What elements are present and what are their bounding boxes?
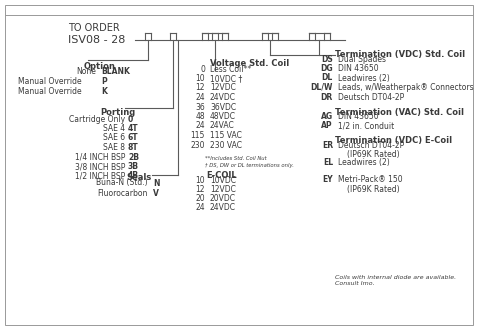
Text: 230: 230 (191, 141, 205, 149)
Text: 3B: 3B (128, 162, 139, 171)
Text: Porting: Porting (100, 108, 136, 117)
Text: Termination (VAC) Std. Coil: Termination (VAC) Std. Coil (335, 108, 464, 116)
Text: 12VDC: 12VDC (210, 185, 236, 194)
Text: DS: DS (321, 54, 333, 63)
Text: 230 VAC: 230 VAC (210, 141, 242, 149)
Text: 48: 48 (196, 112, 205, 121)
Text: Termination (VDC) E-Coil: Termination (VDC) E-Coil (335, 137, 452, 146)
Text: Deutsch DT04-2P: Deutsch DT04-2P (338, 141, 404, 150)
Text: N: N (153, 179, 160, 187)
Text: Voltage Std. Coil: Voltage Std. Coil (210, 59, 289, 68)
Text: Leads, w/Weatherpak® Connectors: Leads, w/Weatherpak® Connectors (338, 83, 474, 92)
Text: E-COIL: E-COIL (206, 172, 237, 181)
Text: AP: AP (321, 121, 333, 130)
Text: EL: EL (323, 158, 333, 167)
Text: Cartridge Only: Cartridge Only (69, 115, 125, 123)
Text: 24VDC: 24VDC (210, 203, 236, 212)
Text: 36VDC: 36VDC (210, 103, 236, 112)
Text: 48VDC: 48VDC (210, 112, 236, 121)
Text: SAE 6: SAE 6 (103, 134, 125, 143)
Text: Leadwires (2): Leadwires (2) (338, 74, 390, 82)
Text: Termination (VDC) Std. Coil: Termination (VDC) Std. Coil (335, 50, 465, 59)
Text: SAE 4: SAE 4 (103, 124, 125, 133)
Text: DR: DR (321, 92, 333, 102)
Text: 115 VAC: 115 VAC (210, 131, 242, 140)
Text: K: K (101, 86, 107, 95)
Text: 4B: 4B (128, 172, 139, 181)
Text: 24VAC: 24VAC (210, 121, 235, 130)
Text: 10VDC †: 10VDC † (210, 74, 242, 83)
Text: ER: ER (322, 141, 333, 150)
Text: Metri-Pack® 150: Metri-Pack® 150 (338, 175, 402, 184)
Text: Option: Option (84, 62, 116, 71)
Text: Less Coil**: Less Coil** (210, 64, 251, 74)
Text: 3/8 INCH BSP: 3/8 INCH BSP (75, 162, 125, 171)
Text: Buna-N (Std.): Buna-N (Std.) (97, 179, 148, 187)
Text: 6T: 6T (128, 134, 139, 143)
Text: 1/2 INCH BSP: 1/2 INCH BSP (75, 172, 125, 181)
Text: 115: 115 (191, 131, 205, 140)
Text: DL/W: DL/W (311, 83, 333, 92)
Text: 10VDC: 10VDC (210, 176, 236, 185)
Text: TO ORDER: TO ORDER (68, 23, 120, 33)
Text: Manual Override: Manual Override (18, 78, 82, 86)
Text: BLANK: BLANK (101, 68, 130, 77)
Text: 24VDC: 24VDC (210, 93, 236, 102)
Text: 12: 12 (196, 83, 205, 92)
Text: 8T: 8T (128, 143, 139, 152)
Text: (IP69K Rated): (IP69K Rated) (347, 150, 400, 159)
Text: DG: DG (320, 64, 333, 73)
Text: Dual Spades: Dual Spades (338, 54, 386, 63)
Text: Fluorocarbon: Fluorocarbon (98, 188, 148, 197)
Text: 20: 20 (196, 194, 205, 203)
Text: (IP69K Rated): (IP69K Rated) (347, 185, 400, 194)
Text: DIN 43650: DIN 43650 (338, 64, 379, 73)
Text: AG: AG (321, 112, 333, 121)
Text: 24: 24 (196, 93, 205, 102)
Text: 0: 0 (128, 115, 133, 123)
Text: 20VDC: 20VDC (210, 194, 236, 203)
Text: SAE 8: SAE 8 (103, 143, 125, 152)
Text: V: V (153, 188, 159, 197)
Text: DL: DL (322, 74, 333, 82)
Text: 2B: 2B (128, 152, 139, 161)
Text: ISV08 - 28: ISV08 - 28 (68, 35, 125, 45)
Text: 10: 10 (196, 74, 205, 83)
Text: EY: EY (322, 175, 333, 184)
Text: **Includes Std. Coil Nut: **Includes Std. Coil Nut (205, 155, 267, 160)
Text: Coils with internal diode are available.
Consult Imo.: Coils with internal diode are available.… (335, 275, 456, 286)
Text: Deutsch DT04-2P: Deutsch DT04-2P (338, 92, 404, 102)
Text: 0: 0 (200, 64, 205, 74)
Text: 24: 24 (196, 121, 205, 130)
Text: 36: 36 (195, 103, 205, 112)
Text: P: P (101, 78, 107, 86)
Text: DIN 43650: DIN 43650 (338, 112, 379, 121)
Text: 12VDC: 12VDC (210, 83, 236, 92)
Text: 10: 10 (196, 176, 205, 185)
Text: Leadwires (2): Leadwires (2) (338, 158, 390, 167)
Text: † DS, DW or DL terminations only.: † DS, DW or DL terminations only. (205, 162, 294, 168)
Text: 1/2 in. Conduit: 1/2 in. Conduit (338, 121, 394, 130)
Text: 1/4 INCH BSP: 1/4 INCH BSP (75, 152, 125, 161)
Text: Manual Override: Manual Override (18, 86, 82, 95)
Text: 24: 24 (196, 203, 205, 212)
Text: 12: 12 (196, 185, 205, 194)
Text: Seals: Seals (127, 173, 152, 182)
Text: None: None (76, 68, 96, 77)
Text: 4T: 4T (128, 124, 139, 133)
